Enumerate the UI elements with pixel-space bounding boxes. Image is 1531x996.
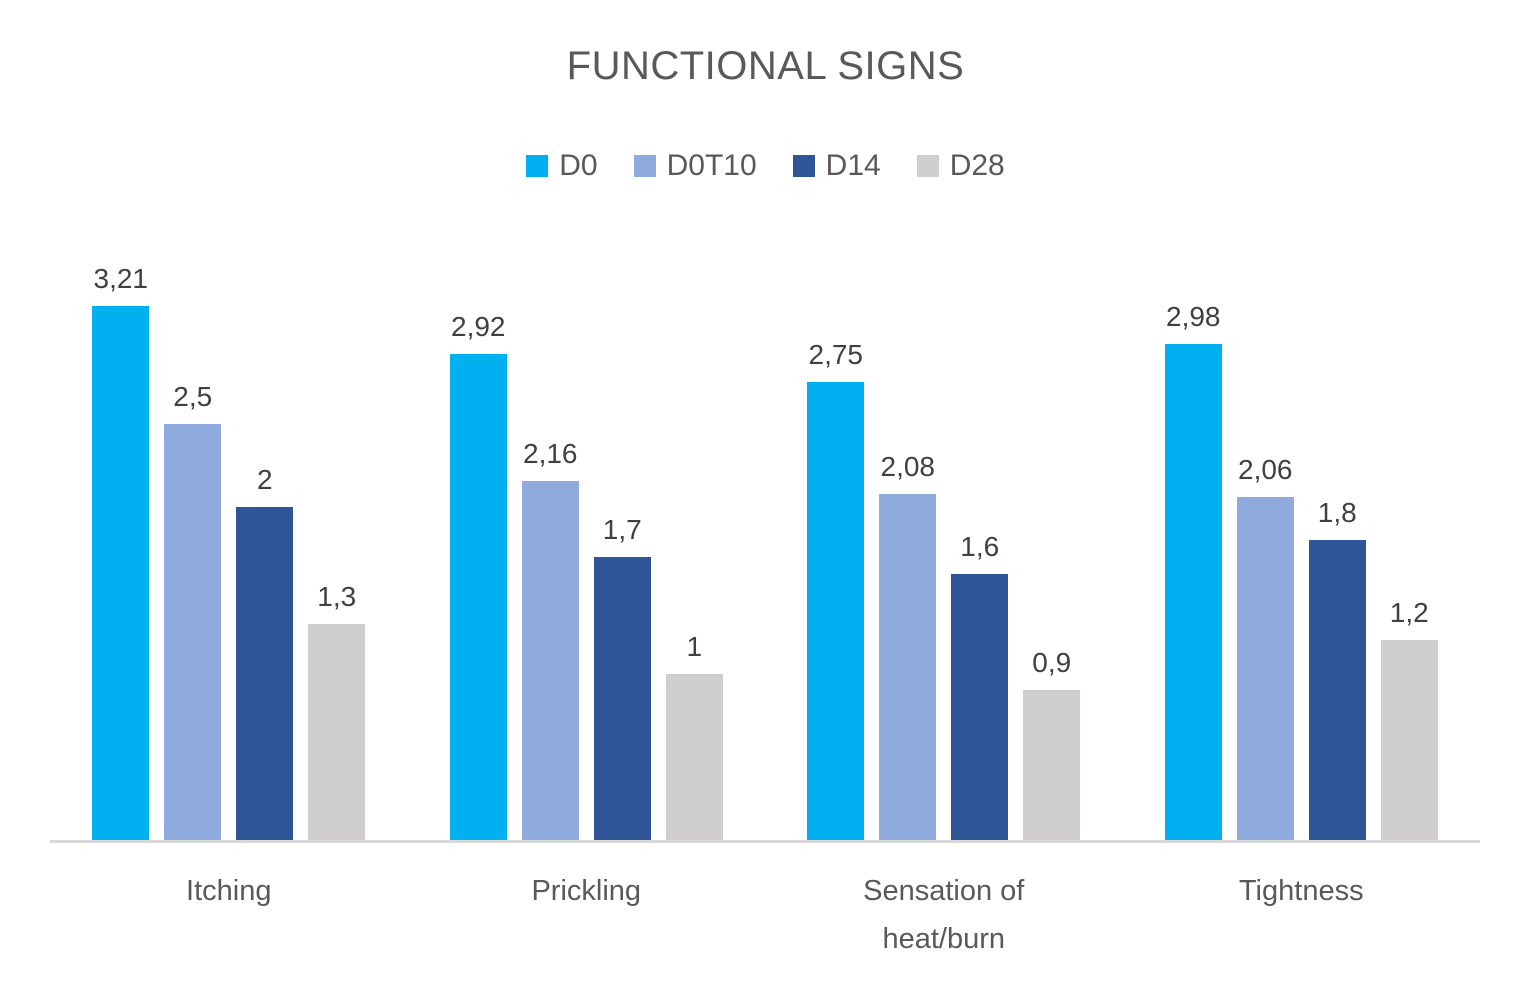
bar-value-label: 1,3 — [317, 581, 357, 612]
bar-cell: 2,98 — [1164, 301, 1222, 840]
legend-label: D0 — [559, 149, 598, 182]
bar-value-label: 1,8 — [1317, 497, 1357, 528]
legend-item-d14: D14 — [792, 149, 881, 183]
plot-area: 3,21 2,5 2 1,3 2,92 2,16 1,7 1 2,75 2,08 1,6 0,9 2,9… — [50, 200, 1480, 996]
bar-value-label: 2,92 — [451, 311, 506, 342]
category-label: Sensation of heat/burn — [765, 868, 1123, 964]
category-label: Tightness — [1123, 868, 1481, 964]
bar-d0t10 — [879, 494, 937, 840]
bar-value-label: 2,98 — [1166, 301, 1221, 332]
bar-value-label: 1,2 — [1389, 597, 1429, 628]
bar-d0t10 — [1236, 497, 1294, 840]
bar-d14 — [951, 574, 1009, 840]
bar-group: 3,21 2,5 2 1,3 — [50, 200, 408, 840]
bar-value-label: 3,21 — [93, 263, 149, 294]
bar-group: 2,92 2,16 1,7 1 — [408, 200, 766, 840]
bar-cell: 2,08 — [879, 451, 937, 840]
bar-cell: 1,3 — [308, 581, 366, 840]
bar-d0 — [1164, 344, 1222, 840]
category-label-text: Itching — [186, 875, 272, 907]
bar-cell: 2,06 — [1236, 454, 1294, 840]
bar-d0 — [449, 354, 507, 840]
legend-swatch-icon — [633, 155, 656, 177]
bar-value-label: 2,16 — [523, 438, 578, 469]
bar-value-label: 2,75 — [808, 339, 864, 370]
bar-d0t10 — [521, 481, 579, 840]
bar-cell: 2,5 — [164, 381, 222, 840]
bar-value-label: 1,6 — [960, 531, 1000, 562]
bar-d14 — [1308, 540, 1366, 840]
chart-title: FUNCTIONAL SIGNS — [566, 44, 965, 88]
bar-cell: 1,8 — [1308, 497, 1366, 840]
bar-cell: 1,7 — [593, 514, 651, 840]
bar-cell: 1,2 — [1380, 597, 1438, 840]
bar-cell: 3,21 — [92, 263, 150, 840]
bar-group: 2,75 2,08 1,6 0,9 — [765, 200, 1123, 840]
bar-d28 — [665, 674, 723, 840]
bar-d0 — [807, 382, 865, 840]
legend-swatch-icon — [792, 155, 815, 177]
legend-item-d0t10: D0T10 — [633, 149, 757, 183]
bar-value-label: 2 — [256, 464, 273, 495]
bar-d28 — [308, 624, 366, 840]
bar-cell: 2,92 — [449, 311, 507, 840]
category-label-text: Prickling — [531, 875, 642, 907]
bar-cell: 1 — [665, 631, 723, 840]
bar-value-label: 2,06 — [1238, 454, 1293, 485]
legend-label: D0T10 — [666, 149, 757, 182]
bar-value-label: 2,08 — [880, 451, 936, 482]
bar-groups: 3,21 2,5 2 1,3 2,92 2,16 1,7 1 2,75 2,08 1,6 0,9 2,9… — [50, 200, 1480, 840]
bar-d28 — [1380, 640, 1438, 840]
bar-value-label: 1 — [686, 631, 703, 662]
legend-swatch-icon — [916, 155, 939, 177]
bar-d28 — [1023, 690, 1081, 840]
bar-d0t10 — [164, 424, 222, 840]
bar-value-label: 2,5 — [173, 381, 213, 412]
bar-value-label: 1,7 — [602, 514, 642, 545]
bar-cell: 1,6 — [951, 531, 1009, 840]
category-axis-labels: Itching Prickling Sensation of heat/burn Ti… — [50, 868, 1480, 964]
legend-swatch-icon — [526, 155, 549, 177]
bar-cell: 2,75 — [807, 339, 865, 840]
legend-item-d0: D0 — [526, 149, 598, 183]
bar-value-label: 0,9 — [1032, 647, 1072, 678]
legend-item-d28: D28 — [916, 149, 1005, 183]
bar-d14 — [593, 557, 651, 840]
x-axis-line — [50, 840, 1480, 843]
category-label: Itching — [50, 868, 408, 964]
bar-cell: 0,9 — [1023, 647, 1081, 840]
bar-group: 2,98 2,06 1,8 1,2 — [1123, 200, 1481, 840]
legend: D0 D0T10 D14 D28 — [0, 149, 1531, 183]
category-label-text: Sensation of heat/burn — [863, 875, 1025, 955]
legend-label: D28 — [949, 149, 1005, 182]
category-label-text: Tightness — [1238, 875, 1364, 907]
bar-cell: 2,16 — [521, 438, 579, 840]
bar-d0 — [92, 306, 150, 840]
category-label: Prickling — [408, 868, 766, 964]
bar-cell: 2 — [236, 464, 294, 840]
legend-label: D14 — [825, 149, 881, 182]
bar-d14 — [236, 507, 294, 840]
